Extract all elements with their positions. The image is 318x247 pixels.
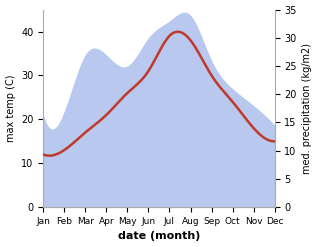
X-axis label: date (month): date (month) xyxy=(118,231,200,242)
Y-axis label: max temp (C): max temp (C) xyxy=(5,75,16,142)
Y-axis label: med. precipitation (kg/m2): med. precipitation (kg/m2) xyxy=(302,43,313,174)
